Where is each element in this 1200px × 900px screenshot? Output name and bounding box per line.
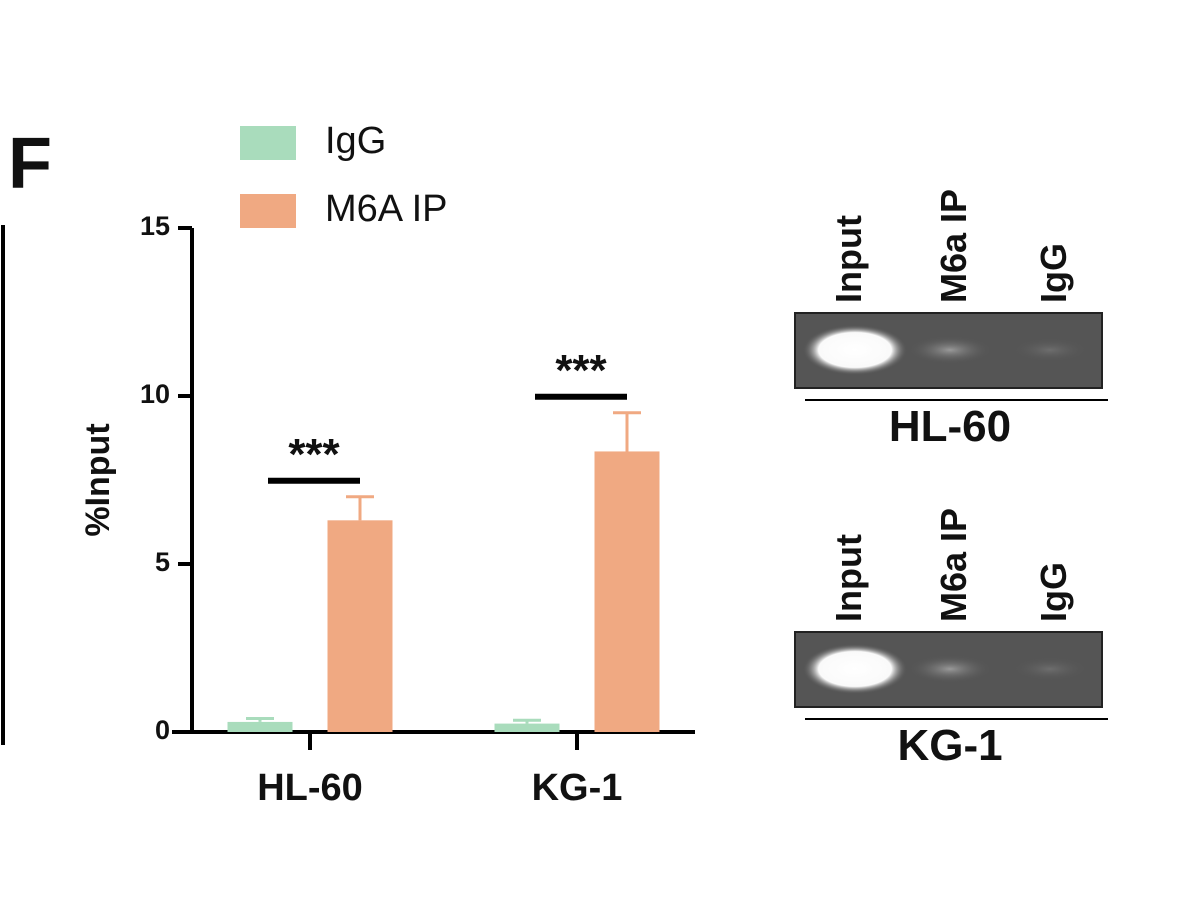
y-tick-label: 0 [155, 715, 170, 745]
significance-label: *** [288, 430, 340, 479]
gel-band [803, 644, 907, 694]
error-bar [613, 411, 641, 452]
bar [327, 520, 393, 732]
lane-label: Input [828, 215, 869, 303]
bar [494, 723, 560, 732]
gel-band [908, 655, 992, 683]
gel-band [1012, 657, 1088, 681]
x-tick-label: HL-60 [257, 767, 363, 809]
y-tick-label: 10 [140, 379, 170, 409]
lane-label: IgG [1033, 243, 1074, 303]
gel-band [1012, 338, 1088, 362]
legend-label: IgG [325, 120, 386, 162]
error-bar [346, 495, 374, 521]
lane-label: Input [828, 534, 869, 622]
legend-label: M6A IP [325, 188, 448, 230]
legend-swatch [240, 126, 296, 160]
panel-label: F [8, 124, 52, 204]
error-bar [513, 718, 541, 724]
gel-band [908, 336, 992, 364]
gels: Input M6a IP IgG HL-60 Input M6a IP IgG KG-1 [794, 189, 1108, 770]
lane-label: M6a IP [933, 508, 974, 622]
gel-name: HL-60 [889, 402, 1011, 451]
y-tick-label: 15 [140, 211, 170, 241]
y-tick-label: 5 [155, 547, 170, 577]
gel-band [803, 325, 907, 375]
gel-name: KG-1 [897, 721, 1002, 770]
bar [227, 721, 293, 732]
y-axis-label: %Input [79, 423, 117, 536]
bar [594, 451, 660, 732]
lane-label: M6a IP [933, 189, 974, 303]
significance-label: *** [555, 346, 607, 395]
x-tick-label: KG-1 [532, 767, 623, 809]
lane-label: IgG [1033, 562, 1074, 622]
error-bar [246, 717, 274, 722]
chart: 0 5 10 15 IgG M6A IP HL-60 *** KG-1 *** [140, 120, 695, 809]
legend-swatch [240, 194, 296, 228]
